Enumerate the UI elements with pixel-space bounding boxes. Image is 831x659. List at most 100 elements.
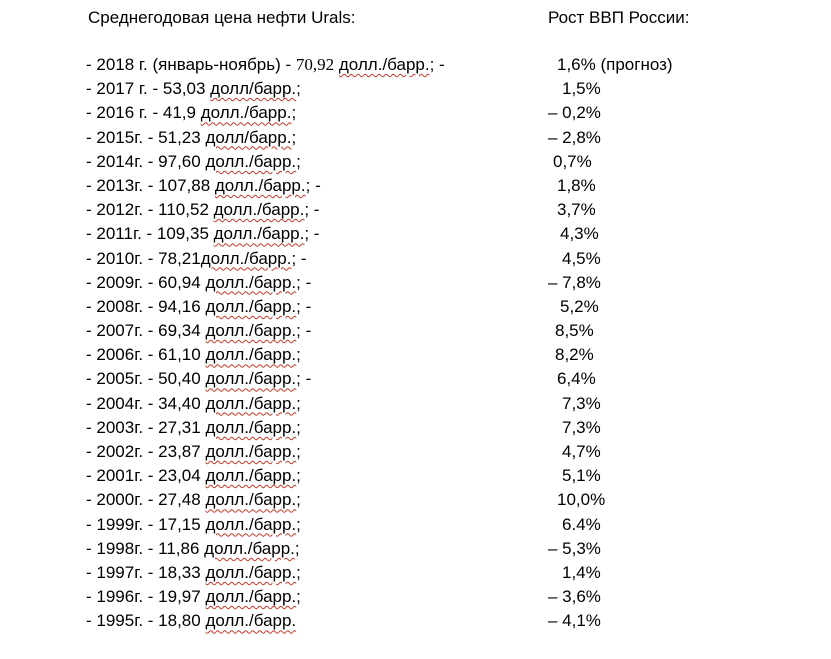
- oil-price-year-value: - 2010г. - 78,21: [86, 248, 201, 268]
- gdp-growth-cell: 4,3%: [560, 224, 599, 244]
- gdp-growth-cell: – 5,3%: [548, 538, 601, 558]
- unit-label: долл./барр.: [213, 224, 305, 244]
- table-row: - 2005г. - 50,40 долл./барр.; - 6,4%: [0, 369, 831, 393]
- row-separator: ;: [291, 127, 297, 147]
- row-separator: ;: [291, 103, 297, 123]
- row-separator: ; -: [305, 175, 321, 195]
- oil-price-cell: - 2007г. - 69,34 долл./барр.; -: [86, 321, 311, 341]
- gdp-growth-cell: 10,0%: [557, 490, 606, 510]
- oil-price-year-value: - 2015г. - 51,23: [86, 127, 206, 147]
- table-row: - 2013г. - 107,88 долл./барр.; - 1,8%: [0, 176, 831, 200]
- oil-price-year-value: - 2014г. - 97,60: [86, 151, 206, 171]
- gdp-growth-cell: 5,2%: [560, 296, 599, 316]
- oil-price-year-value: - 2000г. - 27,48: [86, 490, 206, 510]
- unit-label: долл./барр.: [213, 200, 305, 220]
- row-separator: ; -: [304, 200, 320, 220]
- oil-price-cell: - 2012г. - 110,52 долл./барр.; -: [86, 200, 319, 220]
- oil-price-cell: - 2006г. - 61,10 долл./барр.;: [86, 345, 301, 365]
- oil-price-cell: - 2001г. - 23,04 долл./барр.;: [86, 466, 301, 486]
- oil-price-cell: - 1999г. - 17,15 долл./барр.;: [86, 515, 301, 535]
- table-row: - 2007г. - 69,34 долл./барр.; - 8,5%: [0, 321, 831, 345]
- gdp-growth-cell: 8,5%: [555, 321, 594, 341]
- row-separator: ;: [296, 466, 301, 486]
- row-separator: ;: [296, 587, 301, 607]
- table-row: - 1998г. - 11,86 долл./барр.; – 5,3%: [0, 539, 831, 563]
- unit-label: долл/барр.: [205, 127, 292, 147]
- table-row: - 2001г. - 23,04 долл./барр.; 5,1%: [0, 466, 831, 490]
- row-separator: ; -: [296, 296, 312, 316]
- oil-price-year-value: - 1996г. - 19,97: [86, 587, 206, 607]
- table-row: - 2012г. - 110,52 долл./барр.; - 3,7%: [0, 200, 831, 224]
- unit-label: долл./барр.: [205, 369, 297, 389]
- gdp-growth-cell: – 2,8%: [548, 127, 601, 147]
- oil-price-cell: - 1997г. - 18,33 долл./барр.;: [86, 563, 301, 583]
- table-row: - 2016 г. - 41,9 долл./барр.; – 0,2%: [0, 103, 831, 127]
- gdp-growth-cell: 7,3%: [562, 393, 601, 413]
- row-separator: ; -: [429, 55, 445, 74]
- row-separator: ;: [296, 151, 301, 171]
- unit-label: долл./барр.: [200, 248, 292, 268]
- row-separator: ; -: [296, 321, 312, 341]
- unit-label: долл./барр.: [204, 538, 295, 558]
- gdp-growth-cell: 6.4%: [562, 514, 601, 534]
- gdp-growth-heading: Рост ВВП России:: [548, 8, 690, 27]
- gdp-growth-cell: 5,1%: [562, 466, 601, 486]
- table-row: - 2018 г. (январь-ноябрь) - 70,92 долл./…: [0, 55, 831, 79]
- unit-label: долл./барр.: [205, 272, 297, 292]
- unit-label: долл./барр.: [205, 514, 297, 534]
- row-separator: ; -: [291, 248, 307, 268]
- row-separator: ;: [296, 393, 301, 413]
- oil-price-year-value: - 2007г. - 69,34: [86, 321, 206, 341]
- gdp-growth-cell: 1,8%: [557, 175, 596, 195]
- unit-label: долл./барр.: [205, 611, 297, 631]
- row-separator: ;: [296, 562, 301, 582]
- oil-price-year-value: - 2009г. - 60,94: [86, 272, 206, 292]
- row-separator: ;: [296, 345, 301, 365]
- gdp-growth-cell: – 0,2%: [548, 103, 601, 123]
- unit-label: долл./барр.: [200, 103, 292, 123]
- oil-price-year-value: - 1995г. - 18,80: [86, 611, 206, 631]
- table-row: - 2015г. - 51,23 долл/барр.; – 2,8%: [0, 128, 831, 152]
- gdp-growth-cell: 0,7%: [553, 151, 592, 171]
- oil-price-cell: - 2017 г. - 53,03 долл/барр.;: [86, 79, 301, 99]
- oil-price-year-value: - 1997г. - 18,33: [86, 562, 206, 582]
- oil-price-year-value: - 2003г. - 27,31: [86, 417, 206, 437]
- oil-price-year-value: - 2012г. - 110,52: [86, 200, 214, 220]
- oil-price-cell: - 2008г. - 94,16 долл./барр.; -: [86, 297, 311, 317]
- oil-price-cell: - 2003г. - 27,31 долл./барр.;: [86, 418, 301, 438]
- row-separator: ;: [296, 417, 301, 437]
- gdp-growth-cell: 1,6% (прогноз): [557, 55, 673, 74]
- gdp-growth-cell: 6,4%: [557, 369, 596, 389]
- row-separator: ;: [296, 490, 301, 510]
- unit-label: долл./барр.: [205, 466, 297, 486]
- oil-price-heading: Среднегодовая цена нефти Urals:: [88, 8, 356, 27]
- unit-label: долл./барр.: [205, 562, 297, 582]
- row-separator: ; -: [296, 272, 312, 292]
- unit-label: долл./барр.: [205, 393, 297, 413]
- oil-price-year-value: - 2006г. - 61,10: [86, 345, 206, 365]
- unit-label: долл./барр.: [205, 296, 297, 316]
- row-separator: ;: [296, 442, 301, 461]
- oil-price-cell: - 2002г. - 23,87 долл./барр.;: [86, 442, 301, 462]
- oil-price-cell: - 2010г. - 78,21долл./барр.; -: [86, 249, 307, 269]
- table-row: - 2014г. - 97,60 долл./барр.; 0,7%: [0, 152, 831, 176]
- unit-label: долл./барр.: [205, 490, 297, 510]
- unit-label: долл./барр.: [205, 587, 297, 607]
- oil-price-cell: - 2000г. - 27,48 долл./барр.;: [86, 490, 301, 510]
- oil-price-year-value: - 2008г. - 94,16: [86, 296, 206, 316]
- gdp-growth-cell: 8,2%: [555, 345, 594, 365]
- data-list: - 2018 г. (январь-ноябрь) - 70,92 долл./…: [0, 55, 831, 636]
- oil-price-cell: - 2011г. - 109,35 долл./барр.; -: [86, 224, 319, 244]
- table-row: - 1996г. - 19,97 долл./барр.; – 3,6%: [0, 587, 831, 611]
- table-row: - 2003г. - 27,31 долл./барр.; 7,3%: [0, 418, 831, 442]
- table-row: - 2017 г. - 53,03 долл/барр.; 1,5%: [0, 79, 831, 103]
- oil-price-year-value: - 2017 г. - 53,03: [86, 79, 211, 99]
- table-row: - 2008г. - 94,16 долл./барр.; - 5,2%: [0, 297, 831, 321]
- row-separator: ; -: [304, 224, 320, 244]
- table-row: - 2006г. - 61,10 долл./барр.; 8,2%: [0, 345, 831, 369]
- unit-label: долл./барр.: [338, 55, 430, 74]
- unit-label: долл./барр.: [205, 321, 297, 341]
- unit-label: долл/барр.: [210, 79, 297, 99]
- table-row: - 1995г. - 18,80 долл./барр. – 4,1%: [0, 611, 831, 635]
- gdp-growth-cell: 4,5%: [562, 248, 601, 268]
